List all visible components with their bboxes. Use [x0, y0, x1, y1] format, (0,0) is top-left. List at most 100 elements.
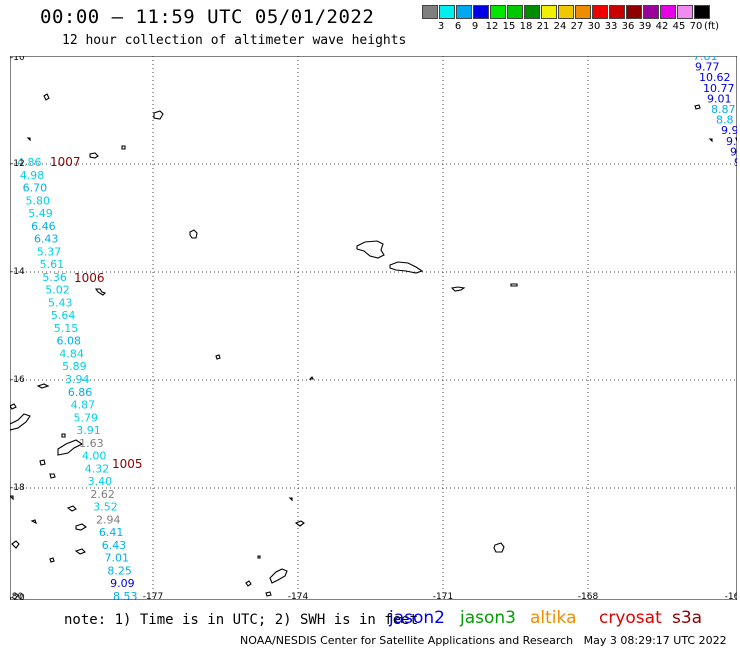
wave-height-value: 8.25 [107, 564, 131, 577]
legend-label: 18 [519, 21, 533, 32]
latitude-label: -20 [10, 593, 25, 600]
legend-label: 30 [587, 21, 601, 32]
island-fiji-j [49, 557, 55, 563]
color-legend: (ft) 3 6 9 12 15 18 21 24 27 30 33 36 39 42 45 70 [422, 5, 732, 37]
island-misc-b [308, 376, 314, 380]
pressure-labels: 1007 1006 1005 [50, 155, 143, 471]
legend-label: 9 [471, 21, 479, 32]
wave-height-value: 5.61 [40, 258, 65, 271]
longitude-label: -171 [433, 592, 453, 600]
generated-timestamp: May 3 08:29:17 UTC 2022 [583, 634, 727, 647]
satellite-name: cryosat [599, 608, 662, 628]
wave-height-value: 7.01 [105, 552, 130, 565]
island-misc-c [694, 104, 701, 110]
credit-line: NOAA/NESDIS Center for Satellite Applica… [240, 634, 727, 647]
longitude-label: -168 [578, 592, 599, 600]
satellite-name: jason3 [460, 608, 516, 628]
wave-height-value: 9.01 [707, 92, 732, 105]
wave-height-value: 6.41 [99, 526, 124, 539]
wave-height-value: 9 [734, 156, 737, 169]
wave-height-value: 9.77 [695, 61, 720, 74]
island-tonga-b [269, 568, 288, 584]
wave-height-value: 4.86 [17, 156, 42, 169]
wave-height-value: 5.64 [51, 309, 76, 322]
island-tonga-e [265, 591, 272, 597]
wave-height-value: 3.52 [93, 501, 118, 514]
island-tonga-c [245, 580, 252, 587]
island-fiji-i [74, 548, 86, 555]
wave-height-value: 5.02 [45, 284, 69, 297]
pressure-label: 1007 [50, 155, 81, 169]
island-fiji-b [57, 439, 84, 456]
island-fiji-m [39, 459, 46, 466]
wave-height-value: 5.43 [48, 296, 73, 309]
island-niue [493, 542, 505, 553]
credit-text: NOAA/NESDIS Center for Satellite Applica… [240, 634, 574, 647]
wave-height-value: 5.79 [73, 411, 98, 424]
island-fiji-k [43, 93, 50, 101]
legend-swatch [490, 5, 506, 19]
wave-height-value: 4.00 [82, 450, 107, 463]
island-misc-d [735, 137, 737, 142]
island-wallis [189, 229, 198, 239]
legend-label: 42 [655, 21, 669, 32]
latitude-label: -18 [10, 483, 25, 493]
legend-label: 70 [689, 21, 703, 32]
wave-height-value: 3.91 [76, 424, 101, 437]
island-fiji-o [30, 519, 37, 525]
legend-swatch [456, 5, 472, 19]
wave-height-value: 6.43 [102, 539, 127, 552]
wave-height-value: 5.49 [28, 207, 53, 220]
wave-height-value: 3.40 [88, 475, 113, 488]
wave-height-value: 8.87 [711, 103, 736, 116]
legend-swatch [541, 5, 557, 19]
legend-label: 6 [454, 21, 462, 32]
wave-height-map: 4.864.986.705.805.496.466.435.375.615.36… [10, 56, 737, 600]
pressure-label: 1006 [74, 271, 105, 285]
island-samoa-savaii [356, 240, 385, 259]
island-samoa-upolu [389, 261, 424, 274]
latitude-label: -14 [10, 267, 25, 277]
wave-height-value: 9. [726, 135, 737, 148]
island-futuna [153, 110, 164, 120]
wave-height-value: 8.8 [716, 114, 734, 127]
wave-height-value: 7.81 [693, 56, 718, 63]
legend-label: 45 [672, 21, 686, 32]
legend-swatch [660, 5, 676, 19]
wave-height-value: 5.37 [37, 245, 62, 258]
longitude-label: -180 [10, 592, 23, 600]
island-misc-a [121, 145, 126, 150]
legend-swatch [507, 5, 523, 19]
wave-height-value: 6.86 [68, 386, 93, 399]
map-title: 00:00 – 11:59 UTC 05/01/2022 [40, 6, 375, 28]
island-fiji-h [49, 473, 56, 479]
island-niuatoputapu [94, 288, 107, 296]
legend-swatch [473, 5, 489, 19]
satellite-name: jason2 [389, 608, 445, 628]
wave-height-value: 6.46 [31, 220, 55, 233]
wave-height-value: 6.43 [34, 233, 59, 246]
wave-height-value: 8.53 [113, 590, 138, 600]
island-fiji-l [26, 137, 31, 142]
island-tutuila [450, 286, 466, 292]
graticule [10, 56, 737, 600]
island-fiji-n [61, 433, 66, 438]
island-vavau [288, 497, 293, 502]
legend-label: 33 [604, 21, 618, 32]
wave-height-value: 1.63 [79, 437, 104, 450]
legend-swatch [626, 5, 642, 19]
satellite-name: altika [530, 608, 577, 628]
wave-height-value: 5.80 [25, 194, 50, 207]
legend-swatch [592, 5, 608, 19]
legend-swatch [575, 5, 591, 19]
wave-height-value: 4.84 [59, 347, 83, 360]
island-misc-e [708, 138, 713, 143]
longitude-label: -177 [143, 592, 163, 600]
wave-height-value: 4.87 [71, 399, 96, 412]
wave-height-value: 5.15 [54, 322, 79, 335]
legend-swatch [677, 5, 693, 19]
legend-swatch [558, 5, 574, 19]
legend-swatch [422, 5, 438, 19]
wave-height-value: 6.08 [57, 335, 82, 348]
island-tonga-d [257, 555, 261, 559]
